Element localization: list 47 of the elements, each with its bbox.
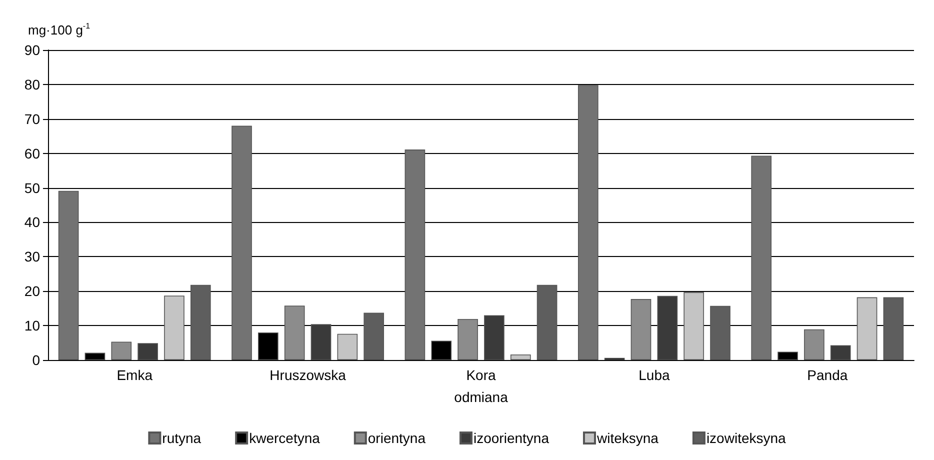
- bar: [337, 334, 358, 360]
- x-tick-label: Kora: [466, 367, 496, 383]
- x-tick-label: Hruszowska: [270, 367, 346, 383]
- bar: [510, 354, 531, 360]
- bar: [284, 306, 305, 360]
- legend-label: kwercetyna: [249, 430, 320, 446]
- bar: [751, 156, 772, 360]
- bar: [404, 150, 426, 360]
- legend-label: orientyna: [368, 430, 426, 446]
- bar: [138, 343, 158, 360]
- legend-label: witeksyna: [596, 430, 659, 446]
- bar: [684, 292, 704, 360]
- y-tick-label: 30: [24, 248, 40, 265]
- bar: [883, 297, 904, 360]
- bar: [190, 284, 211, 360]
- y-tick-label: 40: [24, 214, 40, 230]
- bar: [484, 315, 504, 360]
- y-tick-label: 0: [32, 352, 40, 368]
- y-tick-label: 60: [24, 145, 40, 162]
- bar: [710, 306, 730, 360]
- bar: [164, 296, 184, 360]
- bar: [111, 342, 132, 360]
- bar: [364, 312, 384, 360]
- bar: [657, 296, 678, 360]
- y-tick-label: 10: [24, 318, 40, 334]
- x-tick-label: Panda: [807, 367, 848, 383]
- x-tick-label: Emka: [116, 367, 153, 383]
- y-tick-label: 20: [24, 283, 40, 300]
- bar: [310, 324, 332, 360]
- bar: [536, 284, 558, 360]
- bar: [830, 345, 851, 360]
- y-tick-label: 80: [24, 76, 40, 92]
- x-axis-title: odmiana: [454, 389, 508, 405]
- y-tick-label: 90: [24, 42, 40, 58]
- bar: [804, 329, 824, 360]
- bar: [856, 297, 878, 360]
- bar: [58, 190, 79, 360]
- bar: [578, 85, 598, 360]
- y-tick-label: 50: [24, 180, 40, 196]
- legend-label: izowiteksyna: [706, 430, 786, 446]
- legend-label: rutyna: [162, 430, 202, 446]
- x-tick-label: Luba: [638, 367, 670, 383]
- bar: [630, 299, 652, 360]
- y-tick-label: 70: [24, 110, 40, 127]
- legend-label: izoorientyna: [473, 430, 550, 446]
- bar: [232, 126, 252, 360]
- bar: [458, 319, 478, 360]
